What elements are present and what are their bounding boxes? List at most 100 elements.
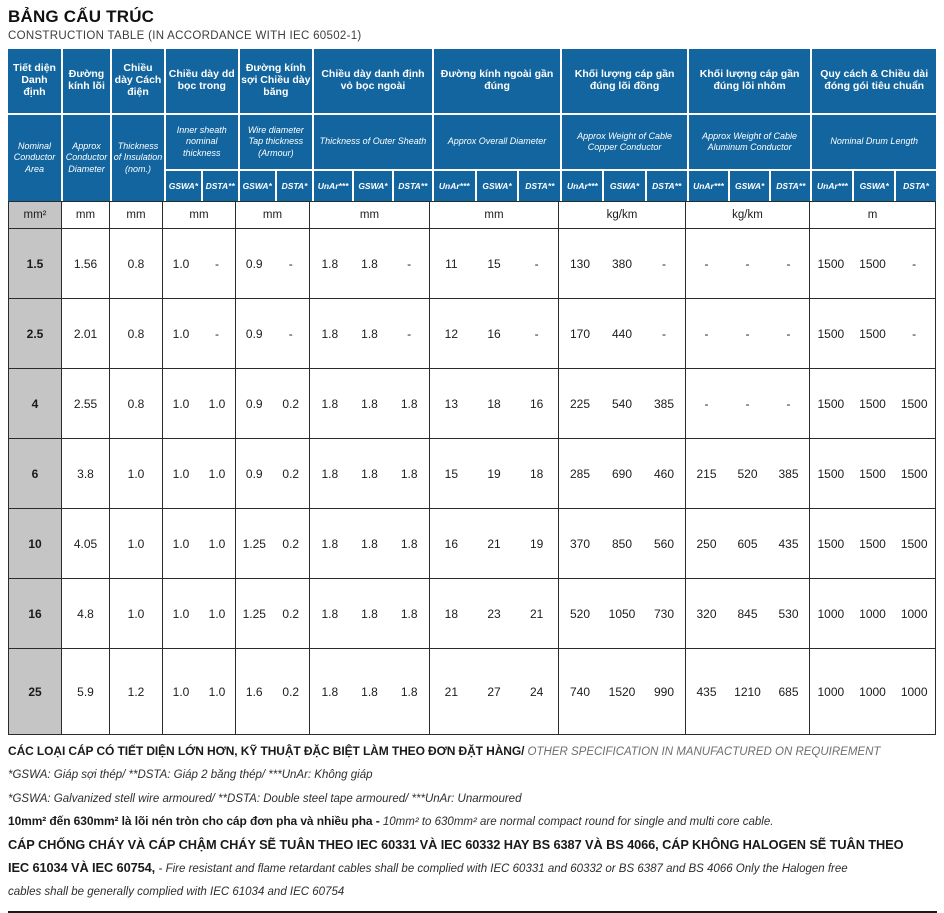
data-cell: 1.8 1.8 1.8: [310, 579, 430, 649]
data-value: 4.05: [73, 536, 98, 551]
data-cell: 1.0 1.0: [163, 509, 236, 579]
data-cell: ---: [686, 369, 810, 439]
data-value: 1520: [608, 684, 636, 699]
data-value: 250: [696, 536, 717, 551]
data-value: 440: [611, 326, 633, 341]
data-cell: 520 1050 730: [559, 579, 686, 649]
data-value: 1.8: [321, 256, 339, 271]
data-value: 320: [696, 606, 717, 621]
data-cell: 2.01: [62, 299, 110, 369]
data-cell: 21 27 24: [430, 649, 559, 735]
data-value: 1500: [859, 466, 886, 481]
header-group-10: Quy cách & Chiều dài đóng gói tiêu chuẩn…: [812, 49, 936, 201]
header-subcols: GSWA* DSTA*: [239, 171, 313, 201]
data-value: 1.6: [245, 684, 263, 699]
data-value: 1.8: [400, 606, 418, 621]
data-value: 1.0: [172, 684, 190, 699]
header-subcols: UnAr*** GSWA* DSTA**: [433, 171, 561, 201]
data-value: 0.9: [245, 256, 263, 271]
data-value: 1500: [900, 536, 928, 551]
data-cell: 215 520 385: [686, 439, 810, 509]
data-value: -: [288, 256, 293, 271]
data-cell: 0.8: [110, 369, 163, 439]
header-vn-label: Đường kính lõi: [62, 49, 111, 113]
footnote-segment: OTHER SPECIFICATION IN MANUFACTURED ON R…: [527, 746, 881, 758]
header-vn-label: Khối lượng cáp gần đúng lõi đồng: [562, 49, 687, 113]
header-group-8: Khối lượng cáp gần đúng lõi đồng Approx W…: [562, 49, 687, 201]
data-cell: 1.25 0.2: [236, 579, 310, 649]
data-value: 21: [487, 536, 501, 551]
subcol-label: GSWA*: [604, 171, 645, 201]
subcol-label: UnAr***: [812, 171, 853, 201]
table-row: 2.5 2.01 0.8 1.0 - 0.9 - 1.8 1.8 - 12 16 - 170 440 - - - -…: [8, 299, 936, 369]
data-value: 1000: [817, 606, 845, 621]
data-cell: 1.8 1.8 1.8: [310, 439, 430, 509]
footnote-segment: cables shall be generally complied with …: [8, 886, 345, 899]
data-cell: 1.6 0.2: [236, 649, 310, 735]
data-value: 21: [444, 684, 459, 699]
table-row: 16 4.8 1.0 1.0 1.0 1.25 0.2 1.8 1.8 1.8 18 23 21 520 1…: [8, 579, 936, 649]
data-value: 15: [444, 466, 459, 481]
data-value: 740: [569, 684, 591, 699]
data-value: 1.0: [172, 536, 190, 551]
data-value: 11: [445, 256, 458, 271]
data-value: 1500: [817, 536, 845, 551]
header-en-label: Nominal Conductor Area: [8, 115, 61, 201]
header-en-label: Nominal Drum Length: [812, 115, 936, 169]
header-group-7: Đường kính ngoài gần đúng Approx Overall …: [433, 49, 561, 201]
data-cell: 1.0 -: [163, 299, 236, 369]
unit-cell: mm: [236, 201, 310, 229]
data-value: -: [407, 256, 412, 271]
header-vn-label: Chiều dày dd bọc trong: [165, 49, 238, 113]
unit-cell: mm: [310, 201, 430, 229]
data-value: 1.0: [208, 466, 226, 481]
data-value: 18: [444, 606, 459, 621]
header-group-4: Chiều dày dd bọc trong Inner sheath nomin…: [165, 49, 238, 201]
table-row: 4 2.55 0.8 1.0 1.0 0.9 0.2 1.8 1.8 1.8 13 18 16 225 54…: [8, 369, 936, 439]
header-vn-label: Chiều dày Cách điện: [112, 49, 164, 113]
data-value: 520: [569, 606, 591, 621]
data-value: 1.0: [172, 606, 190, 621]
data-value: 460: [653, 466, 675, 481]
data-cell: 130 380 -: [559, 229, 686, 299]
unit-cell: mm: [430, 201, 559, 229]
header-vn-label: Đường kính sợi Chiều dày băng: [239, 49, 313, 113]
subcol-label: UnAr***: [688, 171, 729, 201]
subcol-label: DSTA**: [646, 171, 687, 201]
data-value: -: [704, 396, 709, 411]
header-group-5: Đường kính sợi Chiều dày băng Wire diamet…: [239, 49, 313, 201]
data-value: 130: [569, 256, 591, 271]
data-value: 0.9: [245, 396, 263, 411]
data-cell: 0.9 -: [236, 229, 310, 299]
data-value: -: [407, 326, 412, 341]
data-cell: 1.0: [110, 579, 163, 649]
subcol-label: GSWA*: [354, 171, 392, 201]
subcol-label: UnAr***: [562, 171, 603, 201]
data-value: 370: [569, 536, 591, 551]
data-value: 1.8: [400, 684, 418, 699]
data-value: 690: [611, 466, 633, 481]
data-value: 1.25: [242, 606, 266, 621]
units-row: mm² mm mm mm mm mm mm kg/km kg/km m: [8, 201, 936, 229]
data-value: 5.9: [77, 684, 94, 699]
data-value: 435: [696, 684, 717, 699]
data-value: -: [745, 256, 750, 271]
data-value: 845: [737, 606, 758, 621]
data-value: 0.2: [282, 536, 300, 551]
data-value: 1.0: [208, 606, 226, 621]
data-cell: 320 845 530: [686, 579, 810, 649]
data-cell: 1000 1000 1000: [810, 649, 936, 735]
header-en-label: Inner sheath nominal thickness: [165, 115, 238, 169]
data-value: -: [786, 326, 791, 341]
data-value: 0.8: [127, 256, 145, 271]
data-cell: 0.9 0.2: [236, 369, 310, 439]
subcol-label: DSTA**: [393, 171, 432, 201]
table-row: 10 4.05 1.0 1.0 1.0 1.25 0.2 1.8 1.8 1.8 16 21 19 370…: [8, 509, 936, 579]
footnote-segment: IEC 61034 VÀ IEC 60754,: [8, 859, 159, 875]
header-vn-label: Khối lượng cáp gần đúng lõi nhôm: [688, 49, 811, 113]
footnote-segment: 10mm² đến 630mm² là lõi nén tròn cho cáp…: [8, 814, 383, 829]
table-row: 25 5.9 1.2 1.0 1.0 1.6 0.2 1.8 1.8 1.8 21 27 24 740 15…: [8, 649, 936, 735]
header-en-label: Approx Overall Diameter: [433, 115, 561, 169]
data-cell: 2.55: [62, 369, 110, 439]
data-cell: 1500 1500 -: [810, 299, 936, 369]
